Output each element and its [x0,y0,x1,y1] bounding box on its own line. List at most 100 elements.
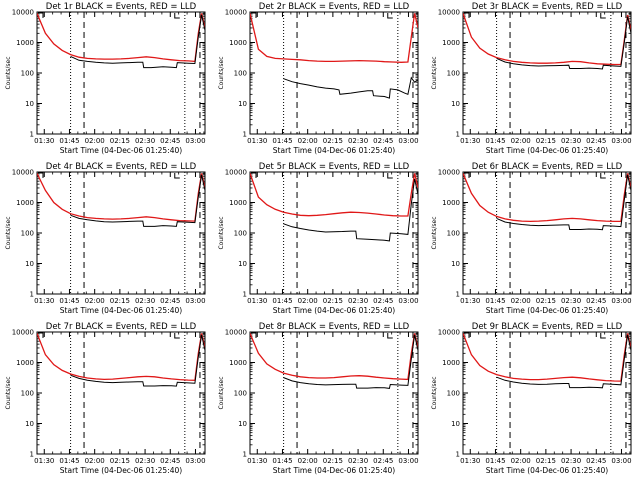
y-tick-label: 100 [234,390,247,398]
x-tick-label: 01:30 [247,297,267,305]
corner-bracket [387,173,393,179]
series-events-line [496,334,631,389]
x-tick-label: 03:00 [611,297,631,305]
x-tick-label: 02:45 [373,137,393,145]
x-tick-label: 02:30 [135,137,155,145]
x-tick-label: 02:15 [536,297,556,305]
y-tick-label: 1000 [442,199,460,207]
x-axis-label: Start Time (04-Dec-06 01:25:40) [486,466,608,475]
series-lld-line [250,173,418,217]
series-lld-line [37,173,205,222]
plot-frame [462,331,632,455]
y-tick-label: 1 [456,291,460,299]
x-axis-label: Start Time (04-Dec-06 01:25:40) [273,306,395,315]
x-tick-label: 02:15 [110,297,130,305]
corner-bracket [600,333,606,339]
y-tick-label: 10000 [12,9,34,17]
y-tick-label: 1000 [16,199,34,207]
series-events-line [496,174,631,231]
x-tick-label: 02:00 [85,137,105,145]
x-tick-label: 02:45 [586,457,606,465]
x-tick-label: 03:00 [611,137,631,145]
plot-frame [462,11,632,135]
y-tick-label: 1 [30,131,34,139]
y-tick-label: 100 [21,70,34,78]
y-tick-label: 10000 [438,9,460,17]
x-tick-label: 02:15 [110,137,130,145]
plot-frame [462,171,632,295]
panel-title: Det 8r BLACK = Events, RED = LLD [259,322,410,332]
y-tick-label: 10 [451,100,460,108]
y-tick-label: 10000 [12,329,34,337]
x-tick-label: 02:45 [373,457,393,465]
x-tick-label: 01:30 [247,457,267,465]
x-tick-label: 01:45 [59,137,79,145]
x-tick-label: 01:30 [34,457,54,465]
x-tick-label: 02:00 [298,297,318,305]
y-tick-label: 1000 [229,199,247,207]
x-tick-label: 02:30 [135,297,155,305]
x-tick-label: 02:00 [511,137,531,145]
y-tick-label: 10000 [438,169,460,177]
x-tick-label: 02:30 [348,297,368,305]
y-tick-label: 100 [447,230,460,238]
series-lld-line [37,13,205,63]
y-tick-label: 1 [456,131,460,139]
corner-bracket [38,332,44,338]
x-tick-label: 02:30 [561,297,581,305]
x-tick-label: 01:45 [272,297,292,305]
panel-title: Det 6r BLACK = Events, RED = LLD [472,162,623,172]
x-tick-label: 01:45 [485,137,505,145]
panel-title: Det 2r BLACK = Events, RED = LLD [259,2,410,12]
x-tick-label: 02:45 [160,457,180,465]
y-tick-label: 1 [243,131,247,139]
y-tick-label: 10 [451,260,460,268]
y-tick-label: 1 [243,451,247,459]
x-axis-label: Start Time (04-Dec-06 01:25:40) [60,146,182,155]
x-axis-label: Start Time (04-Dec-06 01:25:40) [486,306,608,315]
y-tick-label: 100 [447,70,460,78]
x-tick-label: 01:30 [34,297,54,305]
x-tick-label: 02:45 [160,137,180,145]
x-tick-label: 02:30 [561,457,581,465]
y-axis-label: Counts/sec [431,56,438,89]
corner-bracket [464,332,470,338]
y-tick-label: 1000 [229,359,247,367]
y-tick-label: 1000 [16,39,34,47]
panel-title: Det 5r BLACK = Events, RED = LLD [259,162,410,172]
corner-bracket [387,333,393,339]
corner-bracket [464,12,470,18]
x-tick-label: 02:00 [85,457,105,465]
series-events-line [70,334,205,387]
panel-det-9r: Det 9r BLACK = Events, RED = LLD Counts/s… [431,322,632,475]
panel-det-6r: Det 6r BLACK = Events, RED = LLD Counts/s… [431,162,632,315]
y-axis-label: Counts/sec [218,216,225,249]
corner-bracket [174,173,180,179]
x-tick-label: 02:00 [298,457,318,465]
series-lld-line [463,173,631,223]
y-tick-label: 1 [243,291,247,299]
y-axis-label: Counts/sec [218,376,225,409]
panel-det-3r: Det 3r BLACK = Events, RED = LLD Counts/s… [431,2,632,155]
y-tick-label: 1000 [442,359,460,367]
series-lld-line [37,333,205,381]
x-tick-label: 02:15 [323,137,343,145]
y-axis-label: Counts/sec [5,376,12,409]
y-tick-label: 10 [451,420,460,428]
y-tick-label: 10 [25,260,34,268]
panel-det-5r: Det 5r BLACK = Events, RED = LLD Counts/s… [218,162,419,315]
x-axis-label: Start Time (04-Dec-06 01:25:40) [60,466,182,475]
x-tick-label: 02:30 [561,137,581,145]
y-tick-label: 1000 [16,359,34,367]
y-tick-label: 10 [25,420,34,428]
corner-bracket [251,172,257,178]
y-tick-label: 10000 [225,329,247,337]
series-lld-line [463,13,631,66]
x-tick-label: 01:30 [247,137,267,145]
x-tick-label: 02:45 [586,297,606,305]
y-axis-label: Counts/sec [5,216,12,249]
series-events-line [70,174,205,227]
y-axis-label: Counts/sec [218,56,225,89]
x-tick-label: 03:00 [398,297,418,305]
